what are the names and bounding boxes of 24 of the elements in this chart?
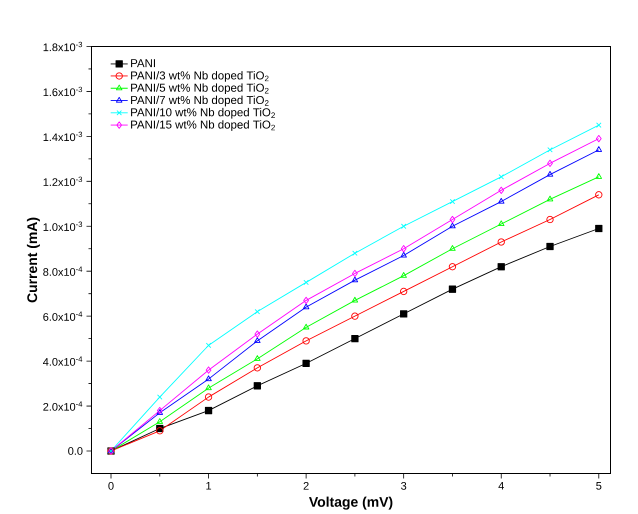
y-tick-label: 1.0x10$^{-3}$: [44, 222, 82, 231]
y-tick-label: 1.6x10$^{-3}$: [44, 86, 82, 96]
y-tick-label: 1.4x10$^{-3}$: [44, 132, 82, 142]
legend-label: PANI: [131, 59, 155, 68]
y-tick-label: 4.0x10$^{-4}$: [42, 356, 82, 366]
y-tick-label: 2.0x10$^{-4}$: [43, 401, 82, 411]
y-tick-label: 0.0: [68, 447, 83, 455]
legend-label: PANI/10 wt% Nb doped TiO$_{2}$: [131, 108, 275, 119]
x-tick-label: 5: [596, 482, 602, 490]
x-tick-label: 3: [401, 482, 406, 490]
y-tick-label: 6.0x10$^{-4}$: [43, 311, 82, 321]
x-axis-title: Voltage (mV): [308, 496, 392, 510]
y-axis-title: Current (mA): [26, 218, 40, 302]
y-tick-label: 1.2x10$^{-3}$: [44, 176, 82, 186]
legend-label: PANI/15 wt% Nb doped TiO$_{2}$: [131, 120, 275, 131]
legend-label: PANI/5 wt% Nb doped TiO$_{2}$: [131, 83, 269, 94]
x-tick-label: 1: [206, 482, 212, 490]
legend-label: PANI/7 wt% Nb doped TiO$_{2}$: [131, 96, 269, 106]
x-tick-label: 0: [108, 482, 114, 490]
legend-label: PANI/3 wt% Nb doped TiO$_{2}$: [131, 71, 269, 82]
y-tick-label: 8.0x10$^{-4}$: [43, 266, 82, 276]
x-tick-label: 4: [498, 482, 504, 490]
x-tick-label: 2: [304, 482, 309, 490]
y-tick-label: 1.8x10$^{-3}$: [44, 42, 82, 52]
